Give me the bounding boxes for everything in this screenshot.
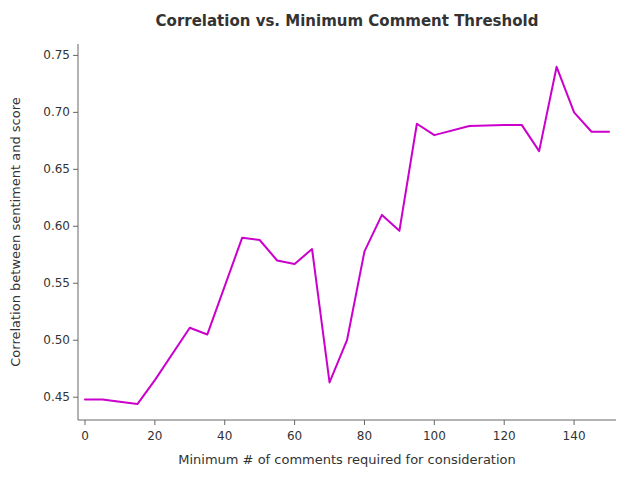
y-axis: 0.45 0.50 0.55 0.60 0.65 0.70 0.75	[43, 48, 78, 404]
tick-label: 0.55	[43, 276, 70, 290]
tick-label: 0.70	[43, 105, 70, 119]
tick-label: 0.45	[43, 390, 70, 404]
tick-mark	[574, 420, 575, 425]
tick-label: 140	[563, 429, 586, 443]
tick-label: 40	[217, 429, 232, 443]
tick-label: 0.50	[43, 333, 70, 347]
chart-title: Correlation vs. Minimum Comment Threshol…	[156, 12, 539, 30]
tick-mark	[73, 283, 78, 284]
tick-label: 100	[423, 429, 446, 443]
tick-mark	[224, 420, 225, 425]
tick-mark	[294, 420, 295, 425]
x-axis-line	[78, 420, 616, 421]
tick-label: 80	[357, 429, 372, 443]
y-axis-label: Correlation between sentiment and score	[8, 97, 23, 367]
tick-label: 20	[147, 429, 162, 443]
tick-mark	[84, 420, 85, 425]
tick-label: 0.65	[43, 162, 70, 176]
tick-label: 0.60	[43, 219, 70, 233]
tick-mark	[73, 226, 78, 227]
tick-mark	[73, 397, 78, 398]
tick-mark	[73, 112, 78, 113]
chart-container: 0.45 0.50 0.55 0.60 0.65 0.70 0.75 0 20 40 60 80 100…	[0, 0, 640, 480]
x-axis: 0 20 40 60 80 100 120 140	[81, 420, 585, 443]
tick-label: 0.75	[43, 48, 70, 62]
chart-svg: 0.45 0.50 0.55 0.60 0.65 0.70 0.75 0 20 40 60 80 100…	[0, 0, 640, 480]
y-axis-line	[78, 44, 79, 420]
tick-mark	[504, 420, 505, 425]
plot-background	[78, 44, 616, 420]
tick-mark	[73, 55, 78, 56]
tick-mark	[73, 340, 78, 341]
tick-mark	[434, 420, 435, 425]
tick-mark	[364, 420, 365, 425]
data-line	[85, 67, 609, 404]
tick-label: 60	[287, 429, 302, 443]
plot-area	[85, 67, 609, 404]
tick-label: 0	[81, 429, 89, 443]
tick-mark	[73, 169, 78, 170]
tick-mark	[154, 420, 155, 425]
tick-label: 120	[493, 429, 516, 443]
x-axis-label: Minimum # of comments required for consi…	[178, 452, 516, 467]
